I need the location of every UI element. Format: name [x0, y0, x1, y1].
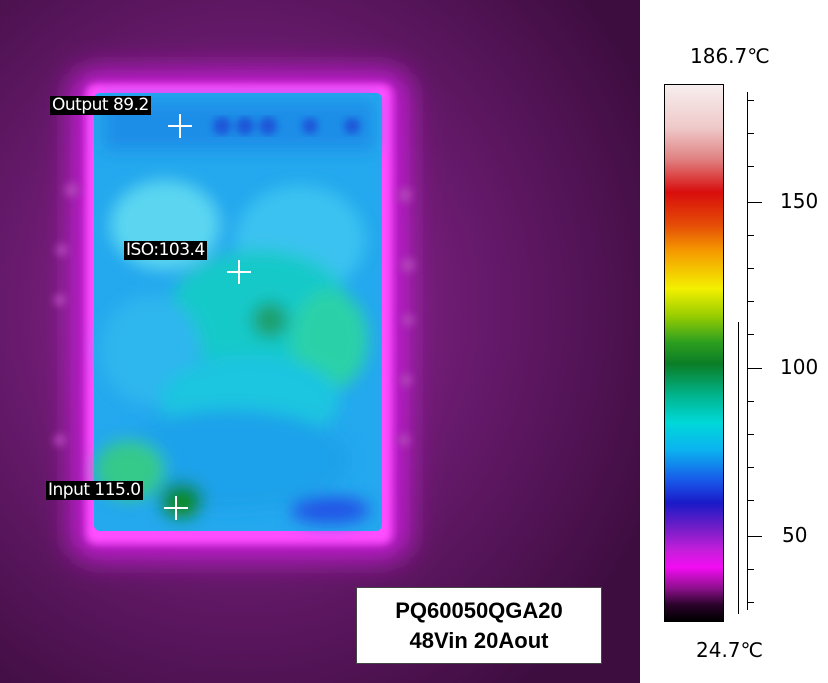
scale-range-line [738, 322, 739, 614]
input-label: Input 115.0 [46, 480, 143, 500]
caption-line-2: 48Vin 20Aout [409, 627, 549, 653]
scale-tick-label: 100 [780, 355, 819, 379]
scale-tick-label: 150 [780, 189, 819, 213]
crosshair-icon [168, 114, 192, 138]
crosshair-icon [164, 496, 188, 520]
scale-tick-label: 50 [782, 523, 808, 547]
temperature-colorbar [664, 84, 724, 622]
caption-box: PQ60050QGA20 48Vin 20Aout [356, 587, 602, 664]
iso-label: ISO:103.4 [124, 240, 207, 260]
output-label: Output 89.2 [50, 95, 151, 115]
scale-min-label: 24.7℃ [696, 638, 763, 662]
scale-max-label: 186.7℃ [690, 44, 770, 68]
crosshair-icon [227, 260, 251, 284]
caption-line-1: PQ60050QGA20 [395, 597, 563, 623]
scale-axis [747, 92, 748, 610]
